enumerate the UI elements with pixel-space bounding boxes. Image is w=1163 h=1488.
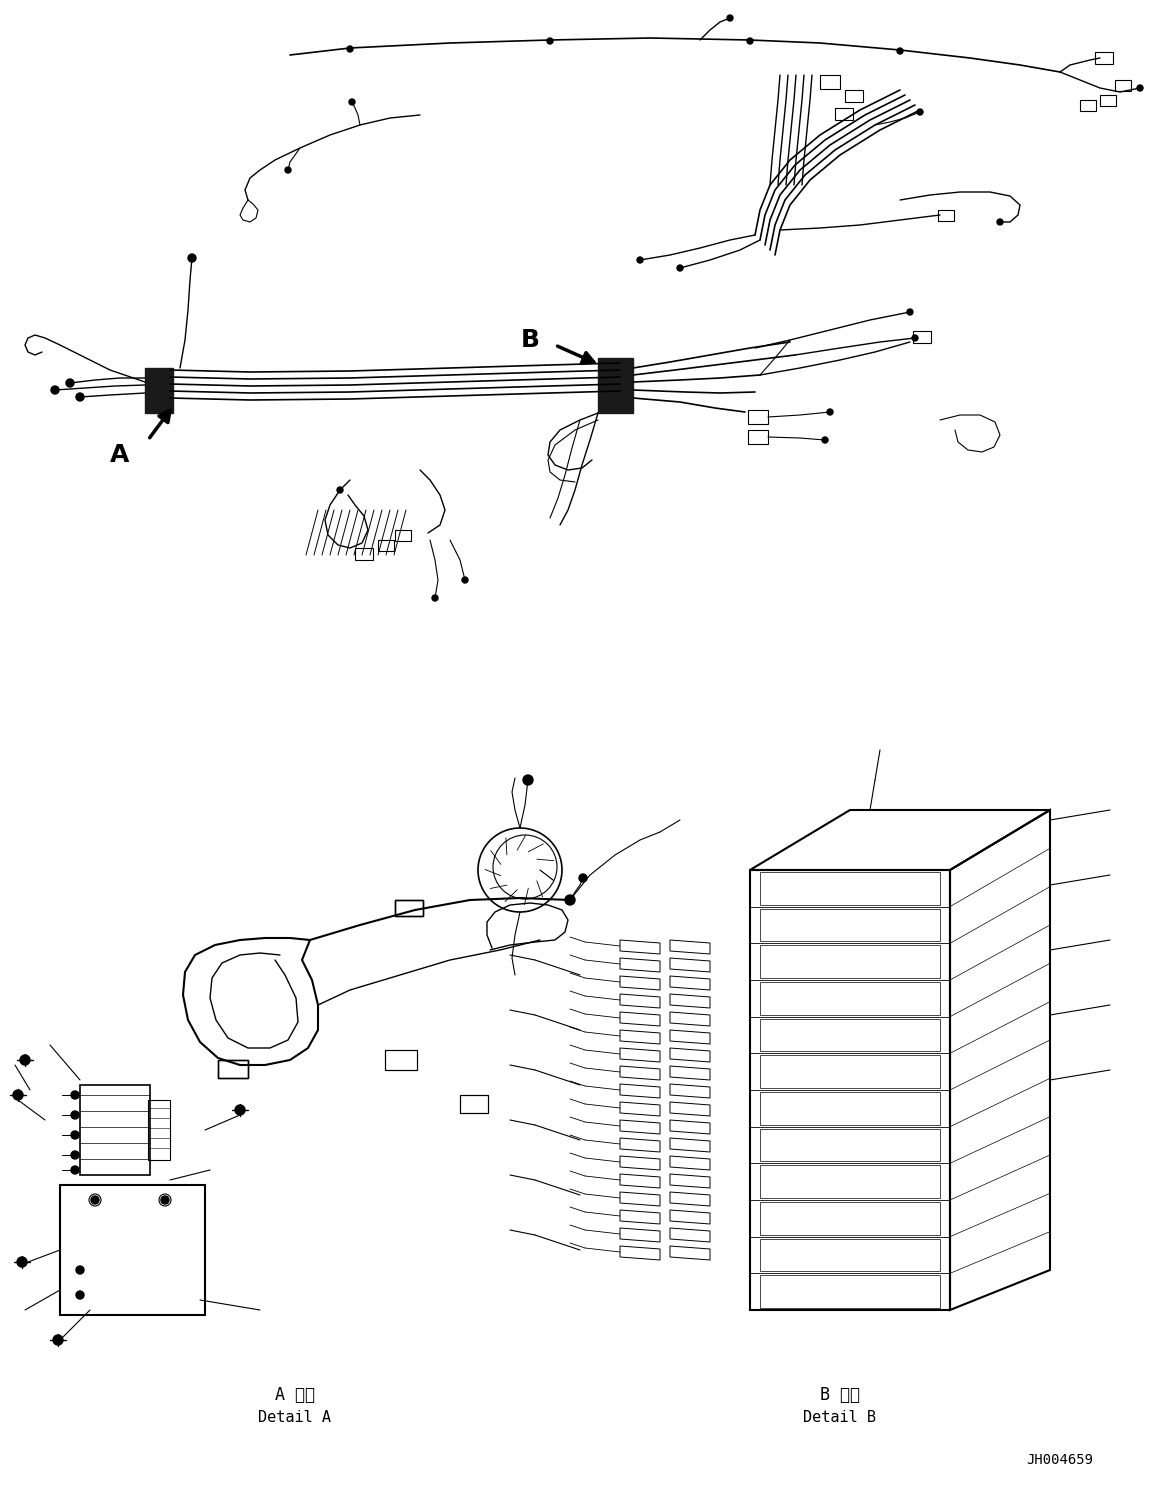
Bar	[395, 530, 411, 542]
Bar	[385, 1051, 418, 1070]
Circle shape	[912, 335, 918, 341]
Bar	[759, 945, 940, 978]
Text: A: A	[110, 443, 130, 467]
Bar	[846, 89, 863, 103]
Bar	[385, 1051, 418, 1070]
Bar	[461, 1095, 488, 1113]
Circle shape	[51, 385, 59, 394]
Circle shape	[337, 487, 343, 493]
Bar	[461, 1095, 488, 1113]
Text: JH004659: JH004659	[1027, 1452, 1093, 1467]
Bar	[759, 1055, 940, 1088]
Circle shape	[76, 1266, 84, 1274]
Bar	[759, 1165, 940, 1198]
Circle shape	[747, 39, 752, 45]
Circle shape	[71, 1091, 79, 1100]
Bar	[820, 74, 840, 89]
Circle shape	[637, 257, 643, 263]
Circle shape	[91, 1196, 99, 1204]
Circle shape	[71, 1167, 79, 1174]
Bar	[759, 982, 940, 1015]
Circle shape	[565, 894, 575, 905]
Bar	[835, 109, 852, 121]
Text: Detail A: Detail A	[258, 1411, 331, 1426]
Circle shape	[997, 219, 1003, 225]
Bar	[598, 359, 633, 414]
Bar	[378, 540, 394, 551]
Bar	[1100, 95, 1116, 106]
Circle shape	[66, 379, 74, 387]
Bar	[395, 900, 423, 917]
Bar	[750, 870, 950, 1309]
Circle shape	[822, 437, 828, 443]
Bar	[759, 1019, 940, 1052]
Circle shape	[1137, 85, 1143, 91]
Circle shape	[677, 265, 683, 271]
Bar	[1080, 100, 1096, 112]
Circle shape	[547, 39, 552, 45]
Circle shape	[71, 1131, 79, 1138]
Bar	[145, 368, 173, 414]
Bar	[748, 411, 768, 424]
Bar	[759, 1202, 940, 1235]
Bar	[395, 900, 423, 917]
Circle shape	[160, 1196, 169, 1204]
Bar	[355, 548, 373, 559]
Circle shape	[235, 1106, 245, 1115]
Circle shape	[916, 109, 923, 115]
Circle shape	[579, 873, 587, 882]
Text: A 詳細: A 詳細	[274, 1385, 315, 1405]
Circle shape	[285, 167, 291, 173]
Bar	[759, 1129, 940, 1161]
Circle shape	[727, 15, 733, 21]
Circle shape	[71, 1152, 79, 1159]
Bar	[759, 909, 940, 942]
Circle shape	[897, 48, 902, 54]
Circle shape	[71, 1112, 79, 1119]
Circle shape	[349, 100, 355, 106]
Bar	[1115, 80, 1130, 91]
Circle shape	[462, 577, 468, 583]
Circle shape	[188, 254, 197, 262]
Circle shape	[53, 1335, 63, 1345]
Circle shape	[20, 1055, 30, 1065]
Bar	[939, 210, 954, 222]
Circle shape	[431, 595, 438, 601]
Text: B 詳細: B 詳細	[820, 1385, 859, 1405]
Bar	[748, 430, 768, 443]
Bar	[759, 1238, 940, 1271]
Circle shape	[907, 310, 913, 315]
Circle shape	[347, 46, 354, 52]
Text: Detail B: Detail B	[804, 1411, 877, 1426]
Circle shape	[76, 1292, 84, 1299]
Bar	[759, 872, 940, 905]
Bar	[217, 1059, 248, 1077]
Circle shape	[523, 775, 533, 786]
Bar	[759, 1092, 940, 1125]
Circle shape	[17, 1257, 27, 1266]
Bar	[1096, 52, 1113, 64]
Bar	[60, 1184, 205, 1315]
Circle shape	[76, 393, 84, 400]
Bar	[913, 330, 932, 344]
Circle shape	[13, 1091, 23, 1100]
Bar	[148, 1100, 170, 1161]
Bar	[759, 1275, 940, 1308]
Text: B: B	[521, 327, 540, 353]
Bar	[217, 1059, 248, 1077]
Bar	[80, 1085, 150, 1176]
Circle shape	[827, 409, 833, 415]
